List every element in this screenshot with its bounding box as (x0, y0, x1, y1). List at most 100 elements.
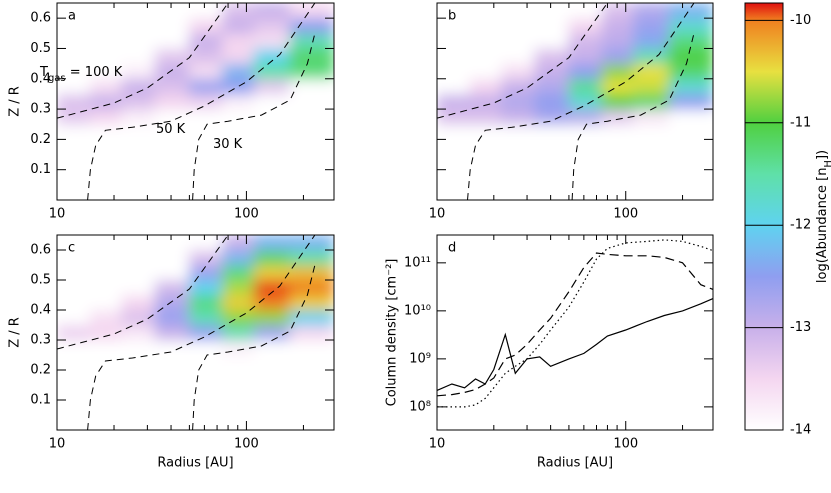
heatmap-cell (289, 17, 334, 34)
heatmap-cell (289, 78, 334, 95)
heatmap-cell (568, 32, 603, 49)
heatmap-cell (121, 354, 156, 371)
heatmap-cell (253, 3, 291, 19)
heatmap-cell (633, 78, 670, 95)
panel-label: a (68, 9, 76, 24)
heatmap-cell (57, 63, 91, 80)
heatmap-cell (469, 108, 503, 125)
heatmap-cell (668, 63, 713, 80)
y-tick-label: 0.4 (30, 303, 51, 318)
heatmap-cell (57, 294, 91, 311)
heatmap-cell (633, 3, 670, 19)
heatmap-cell (154, 339, 190, 356)
heatmap-cell (501, 32, 536, 49)
temperature-contour (192, 264, 316, 430)
heatmap-cell (188, 294, 224, 311)
x-tick-label: 100 (613, 437, 638, 452)
x-axis-label: Radius [AU] (537, 456, 613, 471)
colorbar-tick-label: -10 (790, 13, 811, 28)
heatmap-cell (57, 108, 91, 125)
heatmap-cell (222, 93, 255, 110)
heatmap-cell (289, 339, 334, 356)
heatmap-cell (154, 279, 190, 296)
heatmap-cell (534, 63, 570, 80)
heatmap-cell (437, 108, 471, 125)
heatmap-cell (568, 108, 603, 125)
y-tick-label: 0.6 (30, 11, 51, 26)
annotation: Tgas = 100 K (39, 65, 123, 84)
heatmap-cell (568, 17, 603, 34)
heatmap-cell (188, 249, 224, 266)
heatmap-cell (633, 63, 670, 80)
heatmap-cell (188, 17, 224, 34)
heatmap-cell (253, 354, 291, 371)
heatmap-cell (469, 78, 503, 95)
y-tick-label: 10⁸ (409, 399, 431, 414)
heatmap-cell (534, 32, 570, 49)
heatmap-cell (568, 47, 603, 65)
heatmap-cell (222, 309, 255, 326)
y-tick-label: 0.4 (30, 71, 51, 86)
heatmap-cell (188, 78, 224, 95)
heatmap-cell (89, 324, 123, 341)
heatmap-cell (289, 63, 334, 80)
x-tick-label: 10 (429, 437, 446, 452)
y-tick-label: 0.5 (30, 41, 51, 56)
temperature-contour (571, 33, 695, 200)
heatmap-cell (57, 47, 91, 65)
colorbar (745, 3, 783, 430)
temperature-contour (192, 33, 316, 200)
heatmap-cell (121, 309, 156, 326)
heatmap-cell (121, 3, 156, 19)
heatmap-cell (437, 63, 471, 80)
heatmap-cell (121, 108, 156, 125)
heatmap-cell (57, 324, 91, 341)
heatmap-cell (57, 32, 91, 49)
heatmap-cell (154, 249, 190, 266)
heatmap-cell (633, 123, 670, 140)
heatmap-cell (501, 78, 536, 95)
heatmap-cell (253, 339, 291, 356)
heatmap-cell (289, 32, 334, 49)
annotation: 30 K (213, 137, 243, 152)
heatmap-cell (222, 108, 255, 125)
heatmap-cell (188, 235, 224, 251)
heatmap-cell (89, 123, 123, 140)
heatmap-cell (469, 17, 503, 34)
y-tick-label: 0.1 (30, 162, 51, 177)
heatmap-cell (188, 108, 224, 125)
heatmap-cell (121, 47, 156, 65)
heatmap-cell (121, 235, 156, 251)
heatmap-cell (601, 17, 635, 34)
heatmap-cell (154, 309, 190, 326)
heatmap-cell (501, 47, 536, 65)
heatmap-cell (289, 93, 334, 110)
heatmap-cell (253, 294, 291, 311)
y-tick-label: 0.3 (30, 102, 51, 117)
heatmap-cell (121, 339, 156, 356)
y-tick-label: 0.6 (30, 243, 51, 258)
heatmap-cell (469, 63, 503, 80)
heatmap-cell (289, 264, 334, 281)
heatmap-cell (188, 93, 224, 110)
heatmap-cell (222, 17, 255, 34)
heatmap-cell (121, 324, 156, 341)
heatmap-cell (57, 17, 91, 34)
heatmap-cell (253, 264, 291, 281)
heatmap-cell (289, 279, 334, 296)
heatmap-cell (57, 279, 91, 296)
heatmap-cell (89, 339, 123, 356)
panel-label: d (448, 241, 456, 256)
heatmap-cell (57, 309, 91, 326)
heatmap-cell (437, 123, 471, 140)
heatmap-cell (289, 309, 334, 326)
heatmap-cell (469, 93, 503, 110)
heatmap-cell (253, 32, 291, 49)
y-axis-label: Z / R (8, 317, 23, 348)
heatmap-cell (89, 235, 123, 251)
heatmap-cell (668, 93, 713, 110)
heatmap-cell (253, 108, 291, 125)
heatmap-cell (57, 339, 91, 356)
heatmap-cell (534, 3, 570, 19)
colorbar-label-main: log(Abundance [n (815, 168, 830, 284)
